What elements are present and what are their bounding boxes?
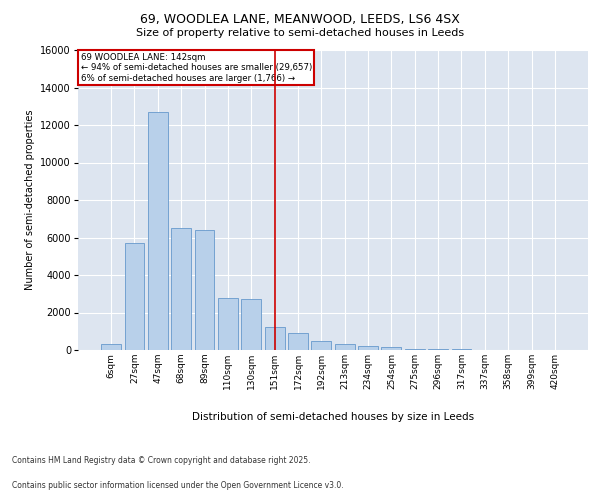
Text: 69 WOODLEA LANE: 142sqm
← 94% of semi-detached houses are smaller (29,657)
6% of: 69 WOODLEA LANE: 142sqm ← 94% of semi-de… (80, 53, 312, 83)
Bar (125, 243, 145, 350)
Bar (288, 333, 308, 350)
Text: Contains public sector information licensed under the Open Government Licence v3: Contains public sector information licen… (12, 481, 344, 490)
Bar (101, 344, 121, 350)
Bar (148, 112, 168, 350)
Bar (428, 349, 448, 350)
Text: Size of property relative to semi-detached houses in Leeds: Size of property relative to semi-detach… (136, 28, 464, 38)
Text: 69, WOODLEA LANE, MEANWOOD, LEEDS, LS6 4SX: 69, WOODLEA LANE, MEANWOOD, LEEDS, LS6 4… (140, 12, 460, 26)
Bar (241, 300, 261, 350)
Bar (311, 340, 331, 350)
Y-axis label: Number of semi-detached properties: Number of semi-detached properties (25, 110, 35, 290)
Bar (194, 230, 214, 350)
Bar (405, 348, 425, 350)
Bar (382, 347, 401, 350)
Text: Contains HM Land Registry data © Crown copyright and database right 2025.: Contains HM Land Registry data © Crown c… (12, 456, 311, 465)
Text: Distribution of semi-detached houses by size in Leeds: Distribution of semi-detached houses by … (192, 412, 474, 422)
Bar (335, 344, 355, 350)
Bar (171, 228, 191, 350)
Bar (218, 298, 238, 350)
Bar (358, 346, 378, 350)
Bar (265, 326, 284, 350)
